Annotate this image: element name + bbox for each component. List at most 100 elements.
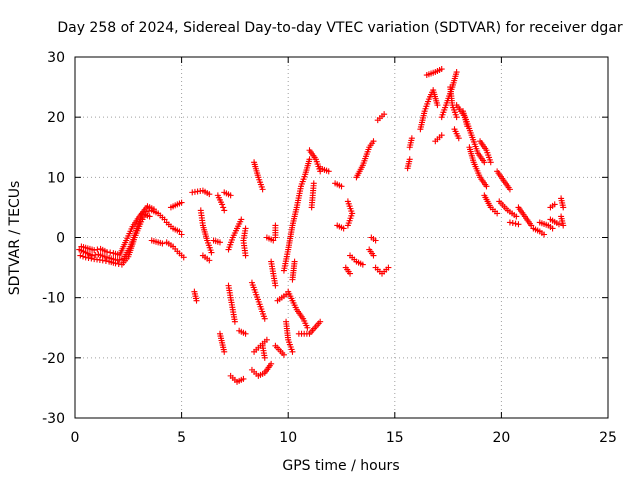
data-point: [112, 260, 119, 267]
data-point: [289, 348, 296, 355]
data-point: [206, 191, 213, 198]
data-point: [238, 216, 245, 223]
data-point: [560, 222, 567, 229]
data-point: [263, 336, 270, 343]
data-point: [178, 231, 185, 238]
data-point: [220, 204, 227, 211]
data-point: [464, 123, 471, 130]
data-point: [515, 221, 522, 228]
data-points: [76, 66, 567, 385]
data-point: [370, 252, 377, 259]
data-point: [176, 228, 183, 235]
data-point: [240, 375, 247, 382]
y-tick-label: -10: [42, 291, 65, 307]
y-tick-label: -30: [42, 411, 65, 427]
data-point: [481, 159, 488, 166]
data-point: [381, 111, 388, 118]
x-tick-label: 0: [71, 430, 80, 446]
data-point: [242, 225, 249, 232]
data-point: [270, 237, 277, 244]
x-tick-label: 10: [279, 430, 297, 446]
data-point: [453, 114, 460, 121]
data-point: [347, 270, 354, 277]
data-point: [306, 156, 313, 163]
y-tick-label: 20: [47, 110, 65, 126]
data-point: [338, 183, 345, 190]
data-point: [88, 255, 95, 262]
data-point: [159, 240, 166, 247]
data-point: [310, 180, 317, 187]
data-point: [370, 138, 377, 145]
data-point: [193, 297, 200, 304]
data-point: [259, 186, 266, 193]
data-point: [280, 351, 287, 358]
y-tick-label: 30: [47, 50, 65, 66]
data-point: [506, 186, 513, 193]
data-point: [512, 220, 519, 227]
data-point: [541, 231, 548, 238]
data-point: [513, 213, 520, 220]
data-point: [91, 247, 98, 254]
x-tick-label: 5: [177, 430, 186, 446]
data-point: [221, 348, 228, 355]
data-point: [304, 324, 311, 331]
data-point: [82, 254, 89, 261]
data-point: [79, 253, 86, 260]
data-point: [161, 216, 168, 223]
data-point: [317, 318, 324, 325]
data-point: [216, 239, 223, 246]
data-point: [509, 220, 516, 227]
y-tick-labels: -30 -20 -10 0 10 20 30: [42, 50, 65, 427]
data-point: [272, 234, 279, 241]
gridlines: [75, 57, 608, 418]
data-point: [206, 257, 213, 264]
data-point: [261, 354, 268, 361]
data-point: [102, 257, 109, 264]
data-point: [227, 192, 234, 199]
data-point: [268, 360, 275, 367]
data-point: [406, 156, 413, 163]
data-point: [549, 225, 556, 232]
data-point: [560, 204, 567, 211]
data-point: [272, 282, 279, 289]
data-point: [107, 249, 114, 256]
data-point: [506, 219, 513, 226]
data-point: [242, 330, 249, 337]
data-point: [438, 66, 445, 73]
data-point: [453, 69, 460, 76]
x-tick-labels: 0 5 10 15 20 25: [71, 430, 617, 446]
data-point: [372, 237, 379, 244]
data-point: [283, 291, 290, 298]
x-tick-label: 15: [386, 430, 404, 446]
data-point: [344, 222, 351, 229]
axis-ticks: [74, 56, 609, 419]
data-point: [221, 207, 228, 214]
data-point: [434, 102, 441, 109]
data-point: [487, 159, 494, 166]
data-point: [438, 132, 445, 139]
data-point: [77, 252, 84, 259]
plot-frame: [74, 56, 609, 419]
data-point: [231, 318, 238, 325]
data-point: [180, 254, 187, 261]
chart-title: Day 258 of 2024, Sidereal Day-to-day VTE…: [57, 20, 623, 36]
data-point: [325, 168, 332, 175]
data-point: [551, 201, 558, 208]
data-point: [291, 258, 298, 265]
data-point: [103, 248, 110, 255]
data-point: [115, 260, 122, 267]
data-point: [555, 221, 562, 228]
data-point: [92, 251, 99, 258]
data-point: [89, 252, 96, 259]
data-point: [146, 213, 153, 220]
x-tick-label: 20: [492, 430, 510, 446]
data-point: [455, 135, 462, 142]
data-point: [94, 246, 101, 253]
y-tick-label: 10: [47, 170, 65, 186]
data-point: [85, 254, 92, 261]
data-point: [340, 225, 347, 232]
data-point: [359, 261, 366, 268]
data-point: [408, 135, 415, 142]
data-point: [150, 206, 157, 213]
